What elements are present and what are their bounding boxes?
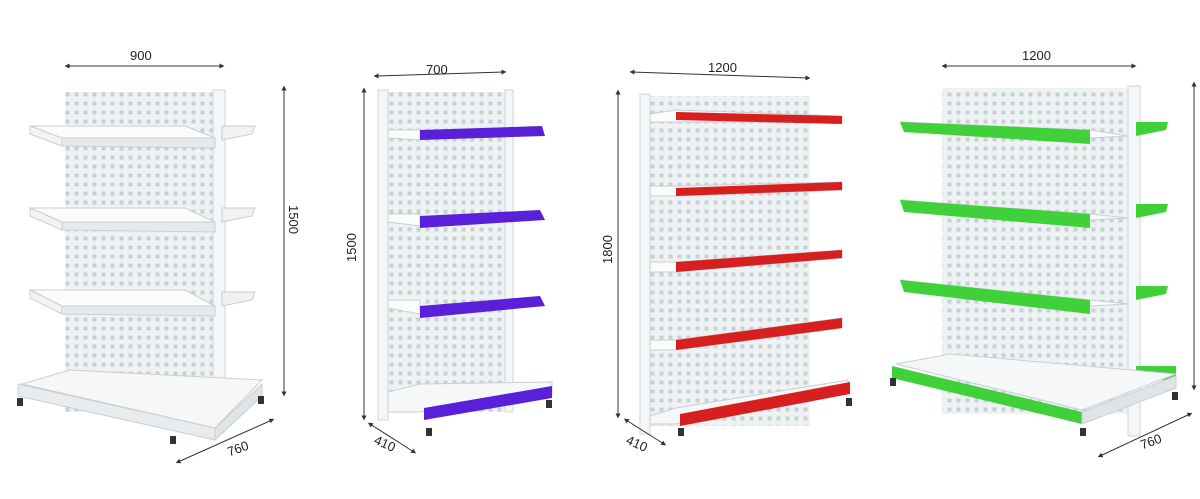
shelf-trim: [676, 112, 842, 124]
shelf-trim: [420, 296, 545, 318]
height-label-unit-3: 1800: [599, 235, 615, 264]
shelf-unit-4: [890, 63, 1197, 458]
width-label-unit-3: 1200: [708, 60, 737, 75]
shelf-trim: [1136, 204, 1168, 218]
shelf-trim: [420, 126, 545, 140]
shelf-unit-1: [17, 63, 287, 464]
shelf-trim: [892, 366, 1082, 424]
width-label-unit-4: 1200: [1022, 48, 1051, 63]
height-label-unit-2: 1500: [343, 233, 359, 262]
shelf-trim: [900, 200, 1090, 228]
shelf-trim: [676, 250, 842, 272]
upright-post: [639, 93, 651, 435]
shelf-trim: [676, 318, 842, 350]
shelf-unit-2: [361, 69, 553, 454]
shelf-trim: [420, 210, 545, 228]
shelf-trim: [1136, 122, 1168, 136]
shelf-trim: [900, 280, 1090, 314]
shelf-trim: [900, 122, 1090, 144]
shelf-trim: [680, 382, 850, 426]
shelf-trim: [1136, 286, 1168, 300]
upright-post: [377, 89, 389, 421]
shelf-unit-3: [615, 69, 852, 446]
shelf-trim: [676, 182, 842, 196]
height-label-unit-1: 1500: [285, 205, 301, 234]
width-label-unit-1: 900: [130, 48, 152, 63]
width-label-unit-2: 700: [426, 62, 448, 77]
shelf-trim: [424, 386, 552, 420]
